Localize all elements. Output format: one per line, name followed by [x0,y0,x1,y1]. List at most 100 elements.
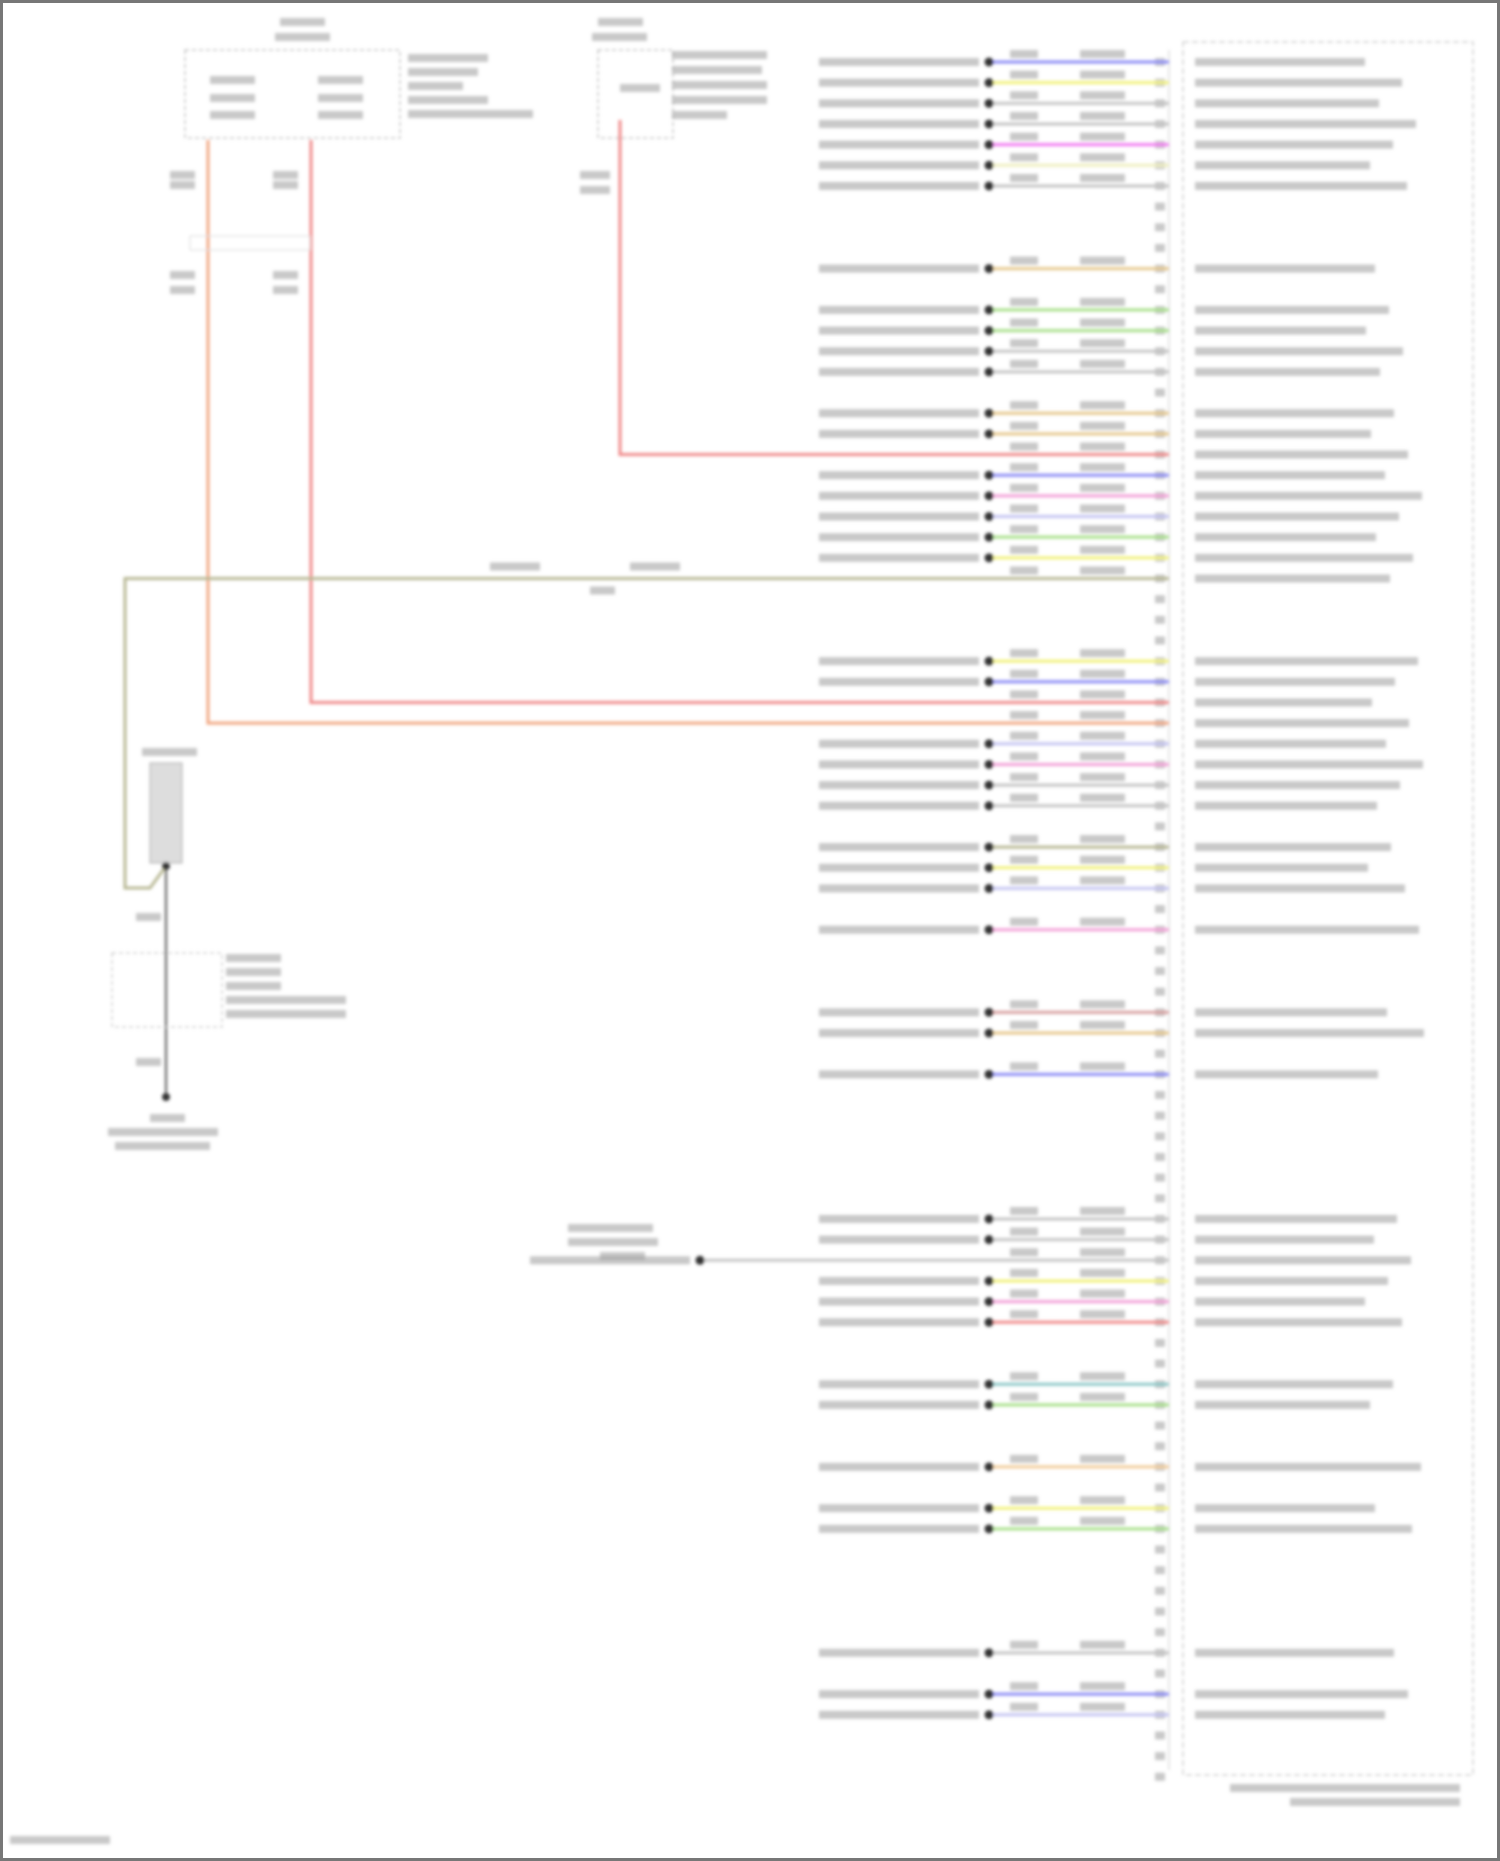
splice-dot [984,801,994,811]
pin-number [1155,1483,1165,1492]
splice-dot [695,1255,705,1265]
wire-color-code [1080,1206,1125,1215]
pin-function-label [1195,1256,1411,1265]
circuit-destination-label [819,326,979,335]
wire-label [273,171,298,179]
pin-number [1155,1194,1165,1203]
splice-dot [984,98,994,108]
fuse-block-label [672,111,727,119]
wire-circuit-number [1010,1062,1038,1071]
circuit-destination-label [819,429,979,438]
circuit-destination-label [819,863,979,872]
circuit-destination-label [819,553,979,562]
circuit-destination-label [819,409,979,418]
wire-circuit-number [1010,256,1038,265]
circuit-destination-label [819,99,979,108]
splice-dot [984,160,994,170]
hot-at-label [592,33,647,41]
pin-function-label [1195,1380,1393,1389]
sensor-label [226,954,281,962]
pin-function-label [1195,698,1372,707]
fuse-block-label [672,96,767,104]
circuit-destination-label [819,1462,979,1471]
wire-color-code [1080,111,1125,120]
fuse-block-label [408,110,533,118]
pin-function-label [1195,1648,1394,1657]
pin-function-label [1195,1008,1387,1017]
splice-dot [984,429,994,439]
wire-color-code [1080,1640,1125,1649]
wire-circuit-number [1010,1454,1038,1463]
wire-label [136,913,161,921]
wire-color-code [1080,359,1125,368]
pin-function-label [1195,99,1379,108]
module-box [1182,41,1474,1776]
wire-circuit-number [1010,752,1038,761]
sensor-label [226,968,281,976]
wire-label [490,562,540,571]
wire-color-code [1080,1516,1125,1525]
sensor-label [226,982,281,990]
fuse-label [210,94,255,102]
pin-number [1155,1132,1165,1141]
pin-number [1155,1359,1165,1368]
wire-circuit-number [1010,793,1038,802]
pin-function-label [1195,925,1419,934]
inline-connector [189,235,311,251]
pin-number [1155,1628,1165,1637]
pin-number [1155,223,1165,232]
module-name-label [1230,1784,1460,1792]
wire-circuit-number [1010,173,1038,182]
pin-number [1155,595,1165,604]
wire-color-code [1080,669,1125,678]
pin-function-label [1195,1070,1378,1079]
pin-function-label [1195,471,1385,480]
circuit-destination-label [819,78,979,87]
splice-dot [984,1379,994,1389]
pin-number [1155,285,1165,294]
battery-feed-wire [206,140,1169,725]
splice-dot [984,1007,994,1017]
circuit-destination-label [819,1400,979,1409]
wire-label [170,171,195,179]
fuse-block-label [672,51,767,59]
pin-function-label [1195,719,1409,728]
wire-color-code [1080,421,1125,430]
pin-number [1155,202,1165,211]
splice-dot [984,408,994,418]
pin-function-label [1195,264,1375,273]
splice-dot [984,759,994,769]
wire-circuit-number [1010,566,1038,575]
pin-function-label [1195,140,1393,149]
wire-color-code [1080,1496,1125,1505]
circuit-destination-label [819,533,979,542]
circuit-destination-label [819,1690,979,1699]
wire-color-code [1080,711,1125,720]
pin-function-label [1195,1504,1375,1513]
wire-color-code [1080,1268,1125,1277]
fuse-block-label [672,81,767,89]
wire-circuit-number [1010,1000,1038,1009]
circuit-destination-label [819,347,979,356]
wire-circuit-number [1010,690,1038,699]
pin-function-label [1195,305,1389,314]
splice-dot [984,1524,994,1534]
wire-circuit-number [1010,773,1038,782]
pin-function-label [1195,1276,1388,1285]
pin-function-label [1195,58,1365,66]
pin-function-label [1195,491,1422,500]
circuit-destination-label [819,140,979,149]
pin-function-label [1195,884,1405,893]
pin-function-label [1195,1214,1397,1223]
wire-circuit-number [1010,525,1038,534]
wire-circuit-number [1010,91,1038,100]
wire-color-code [1080,339,1125,348]
fuse-block-label [408,54,488,62]
splice-dot [984,842,994,852]
splice-label [568,1224,653,1232]
fuse-block [597,49,674,139]
pin-function-label [1195,512,1399,521]
pin-function-label [1195,1524,1412,1533]
pin-number [1155,1607,1165,1616]
splice-dot [984,346,994,356]
